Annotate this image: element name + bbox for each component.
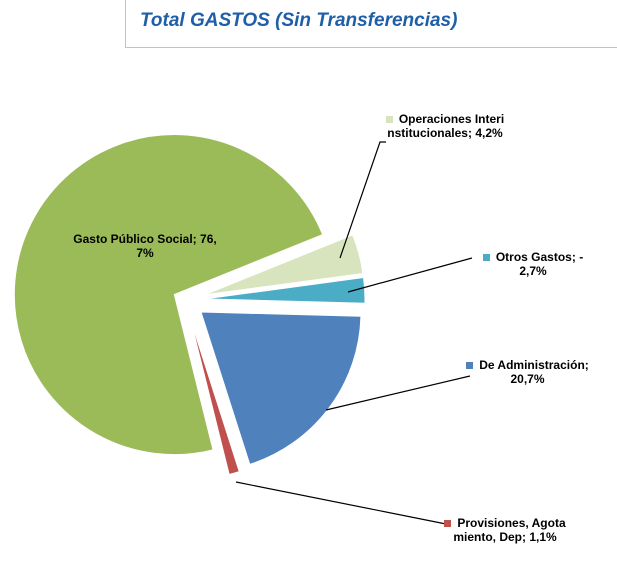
pie-slice [204, 276, 366, 304]
label-value: 20,7% [510, 372, 545, 386]
data-label: Otros Gastos; -2,7% [478, 250, 588, 278]
label-value: 4,2% [475, 126, 503, 140]
chart-title: Total GASTOS (Sin Transferencias) [140, 10, 458, 31]
label-separator: ; [467, 126, 476, 140]
label-name: Operaciones Interinstitucionales [387, 112, 505, 140]
label-value: 1,1% [529, 530, 557, 544]
label-value: -2,7% [519, 250, 584, 278]
label-name: Otros Gastos [495, 250, 572, 264]
data-label: Gasto Público Social; 76,7% [70, 232, 220, 260]
data-label: Operaciones Interinstitucionales; 4,2% [385, 112, 505, 140]
leader-line [347, 257, 473, 293]
leader-line [339, 141, 386, 259]
label-name: De Administración [479, 358, 585, 372]
label-marker [482, 254, 490, 261]
label-separator: ; [521, 530, 530, 544]
data-label: De Administración; 20,7% [465, 358, 590, 386]
title-box: Total GASTOS (Sin Transferencias) [125, 0, 617, 48]
label-separator: ; [192, 232, 201, 246]
pie-slice [13, 134, 324, 456]
label-separator: ; [571, 250, 580, 264]
label-marker [385, 116, 393, 123]
data-label: Provisiones, Agotamiento, Dep; 1,1% [440, 516, 570, 544]
pie-slice [189, 319, 240, 476]
label-marker [444, 520, 452, 527]
pie-slice [204, 234, 364, 296]
leader-line [325, 375, 471, 411]
leader-line [235, 481, 447, 525]
label-separator: ; [584, 358, 589, 372]
label-name: Provisiones, Agotamiento, Dep [453, 516, 566, 544]
pie-slice [200, 311, 362, 466]
label-value: 76,7% [136, 232, 217, 260]
label-marker [466, 362, 474, 369]
label-name: Gasto Público Social [73, 232, 193, 246]
